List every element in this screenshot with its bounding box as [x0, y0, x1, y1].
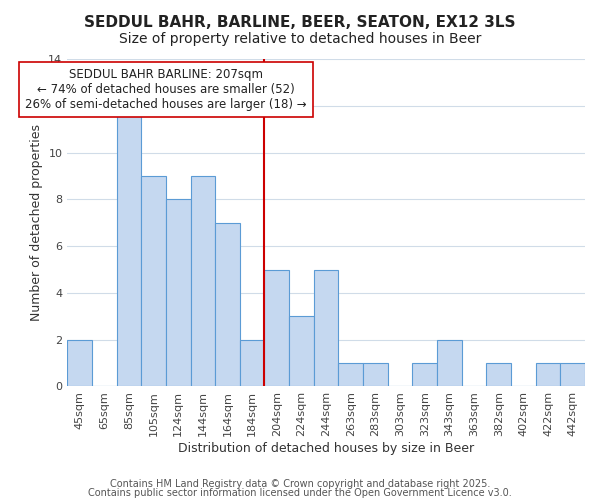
Text: Contains public sector information licensed under the Open Government Licence v3: Contains public sector information licen… [88, 488, 512, 498]
Text: Contains HM Land Registry data © Crown copyright and database right 2025.: Contains HM Land Registry data © Crown c… [110, 479, 490, 489]
Bar [240, 340, 265, 386]
Bar [314, 270, 338, 386]
Bar [560, 363, 585, 386]
Text: Size of property relative to detached houses in Beer: Size of property relative to detached ho… [119, 32, 481, 46]
Bar [215, 222, 240, 386]
Bar [116, 106, 141, 386]
Bar [338, 363, 363, 386]
Bar [487, 363, 511, 386]
Y-axis label: Number of detached properties: Number of detached properties [29, 124, 43, 321]
Bar [289, 316, 314, 386]
Bar [265, 270, 289, 386]
Bar [67, 340, 92, 386]
Bar [363, 363, 388, 386]
Bar [437, 340, 462, 386]
Bar [191, 176, 215, 386]
X-axis label: Distribution of detached houses by size in Beer: Distribution of detached houses by size … [178, 442, 474, 455]
Text: SEDDUL BAHR, BARLINE, BEER, SEATON, EX12 3LS: SEDDUL BAHR, BARLINE, BEER, SEATON, EX12… [84, 15, 516, 30]
Text: SEDDUL BAHR BARLINE: 207sqm
← 74% of detached houses are smaller (52)
26% of sem: SEDDUL BAHR BARLINE: 207sqm ← 74% of det… [25, 68, 307, 112]
Bar [412, 363, 437, 386]
Bar [141, 176, 166, 386]
Bar [536, 363, 560, 386]
Bar [166, 200, 191, 386]
